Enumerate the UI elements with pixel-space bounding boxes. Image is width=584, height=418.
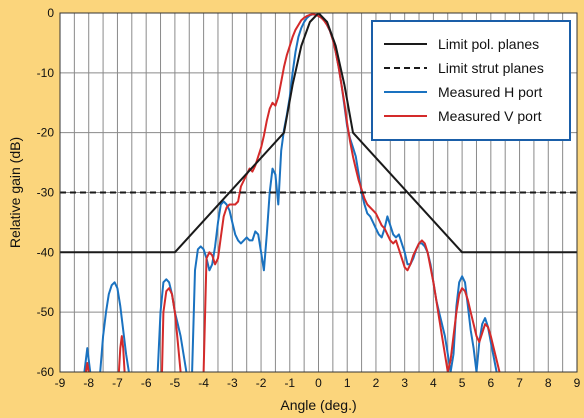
x-tick-label: 5 bbox=[459, 376, 466, 390]
legend-label-measured-v-port: Measured V port bbox=[438, 108, 542, 124]
x-tick-label: -6 bbox=[141, 376, 152, 390]
legend-box bbox=[371, 20, 571, 141]
series-line-measured-v-port bbox=[202, 13, 501, 372]
series-measured-v-port bbox=[84, 13, 501, 372]
legend: Limit pol. planes Limit strut planes Measu… bbox=[371, 20, 571, 141]
series-layer bbox=[60, 13, 577, 372]
legend-label-limit-pol-planes: Limit pol. planes bbox=[438, 36, 539, 52]
x-tick-label: -4 bbox=[198, 376, 209, 390]
series-limit-pol-planes bbox=[60, 13, 577, 254]
series-line-measured-v-port bbox=[161, 287, 182, 372]
y-axis-label: Relative gain (dB) bbox=[7, 137, 23, 248]
x-tick-label: 6 bbox=[487, 376, 494, 390]
x-tick-label: 4 bbox=[430, 376, 437, 390]
x-axis-label: Angle (deg.) bbox=[280, 397, 356, 413]
x-tick-labels: -9 -8 -7 -6 -5 -4 -3 -2 -1 0 1 2 3 4 5 6 7 8 9 bbox=[55, 376, 581, 390]
legend-label-limit-strut-planes: Limit strut planes bbox=[438, 60, 544, 76]
legend-label-measured-h-port: Measured H port bbox=[438, 84, 542, 100]
x-tick-label: 2 bbox=[373, 376, 380, 390]
x-tick-label: -2 bbox=[256, 376, 267, 390]
x-tick-label: -8 bbox=[83, 376, 94, 390]
x-tick-label: 9 bbox=[574, 376, 581, 390]
y-tick-label: -60 bbox=[37, 365, 55, 379]
x-tick-label: -1 bbox=[284, 376, 295, 390]
y-tick-label: -10 bbox=[37, 66, 55, 80]
plot-frame bbox=[59, 12, 578, 373]
y-tick-label: -30 bbox=[37, 186, 55, 200]
series-line-measured-v-port bbox=[117, 335, 126, 372]
y-tick-label: -40 bbox=[37, 245, 55, 259]
x-tick-label: 1 bbox=[344, 376, 351, 390]
series-line-measured-h-port bbox=[83, 347, 92, 372]
x-tick-label: -3 bbox=[227, 376, 238, 390]
y-tick-label: -20 bbox=[37, 126, 55, 140]
y-tick-labels: 0 -10 -20 -30 -40 -50 -60 bbox=[37, 6, 55, 379]
y-tick-label: -50 bbox=[37, 305, 55, 319]
x-tick-label: 7 bbox=[516, 376, 523, 390]
series-line-measured-v-port bbox=[84, 362, 90, 372]
x-tick-label: 8 bbox=[545, 376, 552, 390]
x-tick-label: -9 bbox=[55, 376, 66, 390]
x-tick-label: -5 bbox=[170, 376, 181, 390]
series-line-limit-pol-planes bbox=[60, 13, 577, 254]
series-line-measured-h-port bbox=[99, 281, 130, 372]
x-tick-label: -7 bbox=[112, 376, 123, 390]
y-tick-label: 0 bbox=[47, 6, 54, 20]
x-tick-label: 0 bbox=[315, 376, 322, 390]
x-tick-label: 3 bbox=[401, 376, 408, 390]
